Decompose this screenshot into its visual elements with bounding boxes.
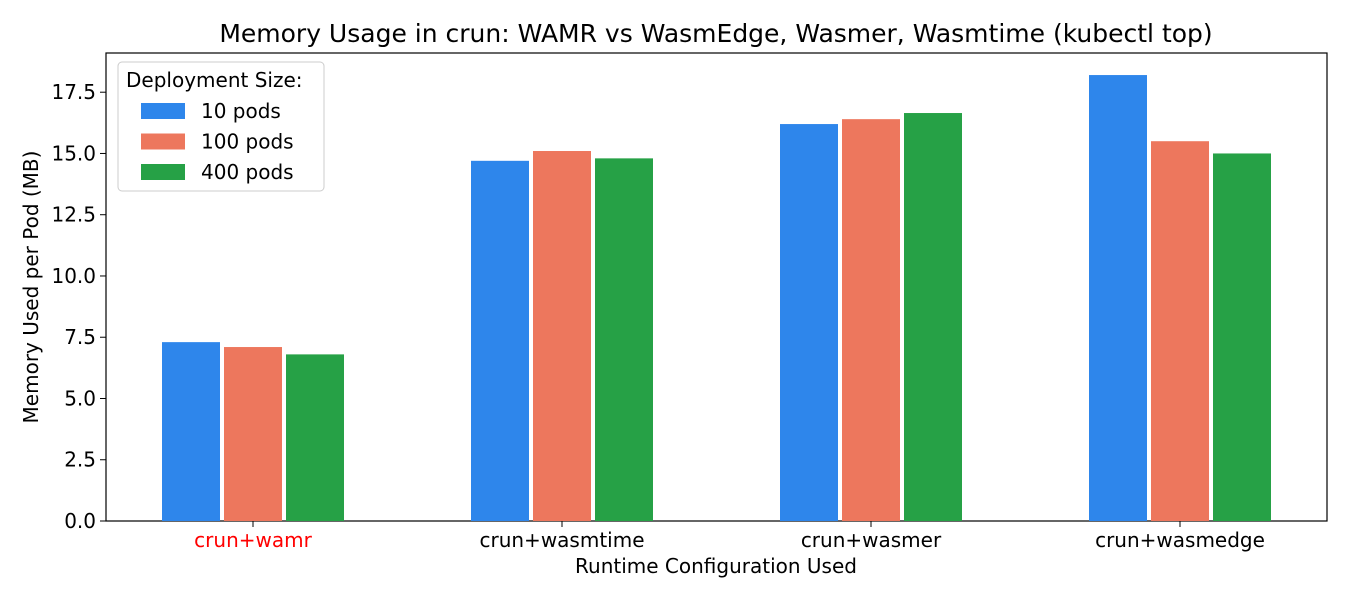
bar-10-pods-crun-wamr xyxy=(162,342,220,521)
x-tick-label: crun+wasmer xyxy=(801,528,942,552)
bar-400-pods-crun-wasmer xyxy=(904,113,962,522)
legend-box xyxy=(117,61,325,192)
chart-title: Memory Usage in crun: WAMR vs WasmEdge, … xyxy=(219,19,1212,48)
y-axis-label: Memory Used per Pod (MB) xyxy=(19,151,43,424)
x-tick-label: crun+wasmtime xyxy=(479,528,644,552)
x-axis: crun+wamr crun+wasmtime crun+wasmer crun+wa… xyxy=(194,521,1265,552)
legend-items: 10 pods 100 pods 400 pods xyxy=(141,99,294,184)
plot-area xyxy=(105,52,1328,522)
y-tick-label: 10.0 xyxy=(51,264,96,288)
legend-swatch-10-pods xyxy=(141,103,185,119)
y-tick-label: 17.5 xyxy=(51,80,96,104)
y-axis: 0.0 2.5 5.0 7.5 10.0 12.5 15.0 17.5 xyxy=(51,80,106,533)
bar-400-pods-crun-wasmedge xyxy=(1213,153,1271,521)
legend-label-100-pods: 100 pods xyxy=(201,130,294,154)
bar-10-pods-crun-wasmtime xyxy=(471,160,529,521)
bar-100-pods-crun-wasmtime xyxy=(533,151,591,521)
x-axis-label: Runtime Configuration Used xyxy=(575,554,857,578)
y-tick-label: 12.5 xyxy=(51,203,96,227)
y-tick-label: 5.0 xyxy=(64,386,96,410)
plot-frame xyxy=(105,52,1328,522)
bar-10-pods-crun-wasmer xyxy=(780,124,838,522)
x-tick-label: crun+wasmedge xyxy=(1095,528,1265,552)
y-tick-label: 15.0 xyxy=(51,141,96,165)
legend-title: Deployment Size: xyxy=(126,68,302,92)
legend-swatch-100-pods xyxy=(141,133,185,150)
legend-label-10-pods: 10 pods xyxy=(201,99,281,123)
bar-400-pods-crun-wamr xyxy=(286,354,344,521)
bar-100-pods-crun-wamr xyxy=(224,347,282,521)
legend: Deployment Size: 10 pods 100 pods 400 pods xyxy=(117,61,325,192)
x-tick-label: crun+wamr xyxy=(194,528,312,552)
bar-10-pods-crun-wasmedge xyxy=(1089,75,1147,521)
bar-100-pods-crun-wasmer xyxy=(842,119,900,521)
bar-400-pods-crun-wasmtime xyxy=(595,158,653,521)
legend-swatch-400-pods xyxy=(141,164,185,180)
y-tick-label: 7.5 xyxy=(64,325,96,349)
legend-label-400-pods: 400 pods xyxy=(201,160,294,184)
bar-100-pods-crun-wasmedge xyxy=(1151,141,1209,522)
y-tick-label: 0.0 xyxy=(64,509,96,533)
y-tick-label: 2.5 xyxy=(64,448,96,472)
